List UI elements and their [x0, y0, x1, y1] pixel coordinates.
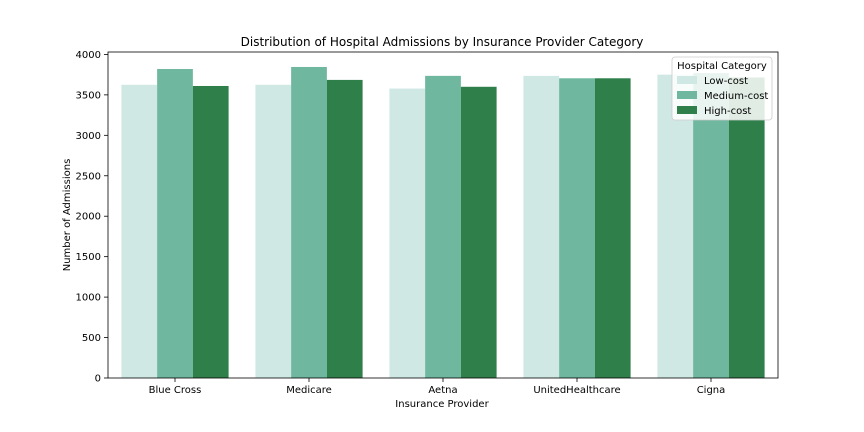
x-tick-label: Medicare — [286, 385, 332, 396]
bar — [255, 84, 292, 379]
bar — [389, 88, 426, 378]
y-tick-label: 3500 — [76, 90, 101, 101]
bar — [693, 73, 729, 378]
legend-title: Hospital Category — [677, 61, 767, 72]
y-axis: 0 500 1000 1500 2000 2500 3000 3500 4000 — [76, 50, 108, 385]
plot-frame — [107, 51, 779, 379]
bars-layer — [121, 66, 765, 379]
y-tick-label: 3000 — [76, 131, 101, 142]
bar — [425, 75, 461, 378]
x-tick-label: Cigna — [697, 385, 726, 396]
legend-swatch — [677, 106, 697, 114]
y-tick-label: 4000 — [76, 50, 101, 61]
y-tick-label: 1000 — [76, 293, 101, 304]
y-axis-label: Number of Admissions — [62, 159, 73, 272]
legend-label: Low-cost — [704, 76, 748, 87]
bar — [291, 66, 327, 378]
bar — [192, 85, 229, 378]
x-tick-label: UnitedHealthcare — [533, 385, 620, 396]
x-axis: Blue Cross Medicare Aetna UnitedHealthcare C… — [149, 378, 726, 396]
x-tick-label: Aetna — [428, 385, 457, 396]
legend: Hospital Category Low-cost Medium-cost High… — [671, 56, 773, 121]
bar — [157, 68, 193, 378]
bar — [728, 77, 765, 379]
bar — [460, 86, 497, 378]
bar — [657, 74, 694, 379]
x-tick-label: Blue Cross — [149, 385, 202, 396]
legend-label: High-cost — [704, 106, 751, 117]
y-tick-label: 2500 — [76, 171, 101, 182]
bar — [594, 78, 631, 379]
legend-swatch — [677, 76, 697, 84]
y-tick-label: 0 — [95, 374, 101, 385]
legend-box — [671, 56, 773, 121]
y-tick-label: 2000 — [76, 212, 101, 223]
y-tick-label: 500 — [82, 333, 101, 344]
y-tick-label: 1500 — [76, 252, 101, 263]
legend-label: Medium-cost — [704, 91, 768, 102]
legend-swatch — [677, 91, 697, 99]
x-axis-label: Insurance Provider — [395, 399, 489, 410]
bar — [523, 75, 560, 378]
bar — [326, 79, 363, 378]
bar — [559, 78, 595, 379]
bar — [121, 84, 158, 379]
chart-title: Distribution of Hospital Admissions by I… — [241, 35, 644, 49]
